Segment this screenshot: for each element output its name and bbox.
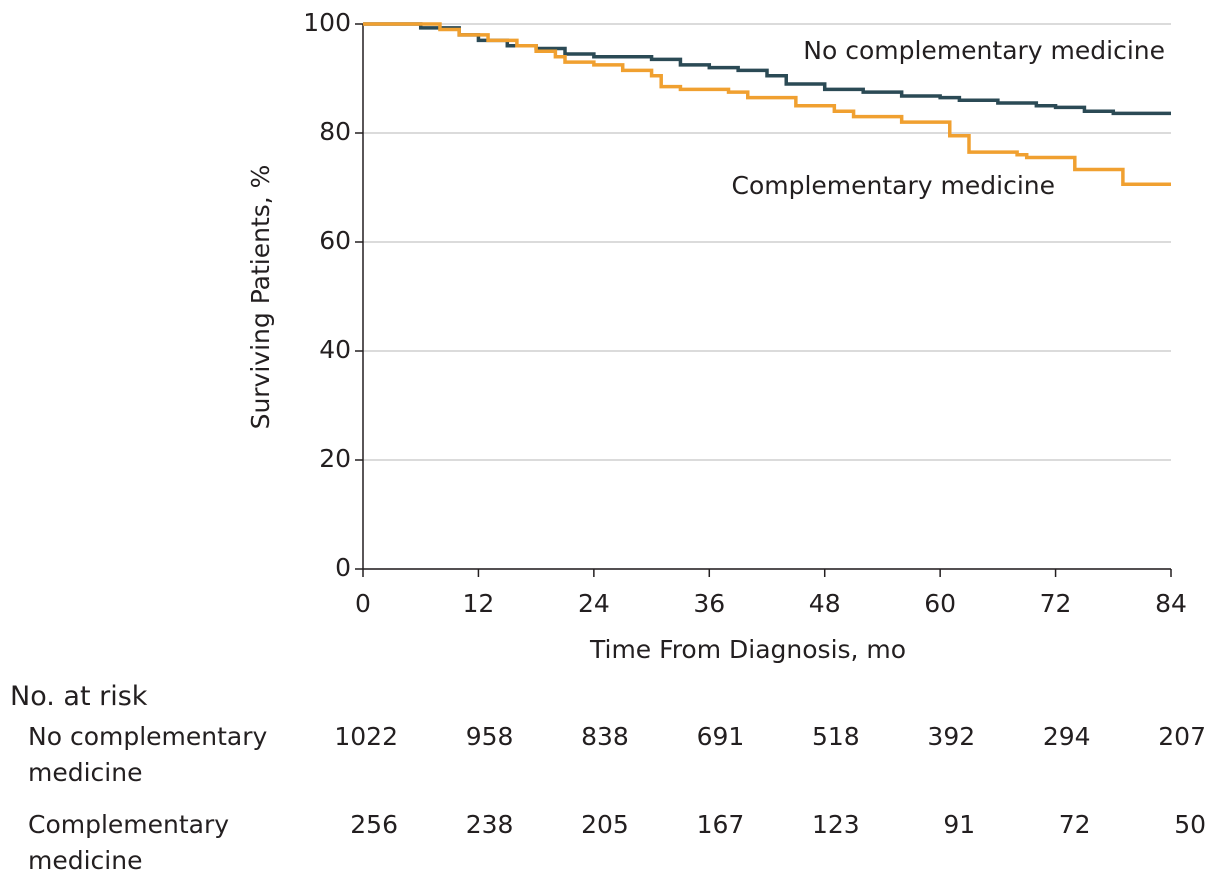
risk-count: 205: [581, 810, 629, 839]
risk-count: 72: [1058, 810, 1091, 839]
x-tick-label: 0: [355, 589, 371, 618]
survival-curve: [363, 22, 1171, 186]
y-tick-label: 60: [319, 226, 351, 255]
y-tick-label: 80: [319, 117, 351, 146]
series-label: Complementary medicine: [732, 171, 1056, 200]
series-label: No complementary medicine: [803, 36, 1165, 65]
risk-count: 838: [581, 722, 629, 751]
risk-count: 294: [1042, 722, 1091, 751]
risk-count: 256: [350, 810, 398, 839]
x-tick-label: 48: [809, 589, 841, 618]
risk-count: 167: [696, 810, 745, 839]
x-tick-label: 36: [693, 589, 725, 618]
y-axis-label: Surviving Patients, %: [246, 165, 275, 430]
risk-row-label: No complementary medicine: [28, 722, 268, 787]
risk-count: 518: [811, 722, 860, 751]
x-tick-label: 12: [463, 589, 495, 618]
x-tick-label: 60: [924, 589, 956, 618]
risk-table-title: No. at risk: [10, 681, 148, 712]
y-tick-label: 0: [335, 553, 351, 582]
risk-row-label: Complementary medicine: [28, 810, 230, 875]
risk-count: 1022: [334, 722, 398, 751]
y-tick-label: 40: [319, 335, 351, 364]
risk-count: 123: [811, 810, 860, 839]
y-tick-label: 100: [303, 8, 351, 37]
survival-curve: [363, 22, 1171, 116]
risk-count: 91: [943, 810, 976, 839]
y-tick-label: 20: [319, 444, 351, 473]
x-tick-label: 24: [578, 589, 610, 618]
x-axis-label: Time From Diagnosis, mo: [589, 635, 906, 664]
risk-count: 238: [465, 810, 514, 839]
x-tick-label: 72: [1040, 589, 1072, 618]
risk-count: 50: [1174, 810, 1205, 839]
x-tick-label: 84: [1155, 589, 1187, 618]
risk-count: 958: [465, 722, 514, 751]
risk-count: 392: [927, 722, 976, 751]
risk-count: 691: [696, 722, 745, 751]
risk-count: 207: [1158, 722, 1205, 751]
